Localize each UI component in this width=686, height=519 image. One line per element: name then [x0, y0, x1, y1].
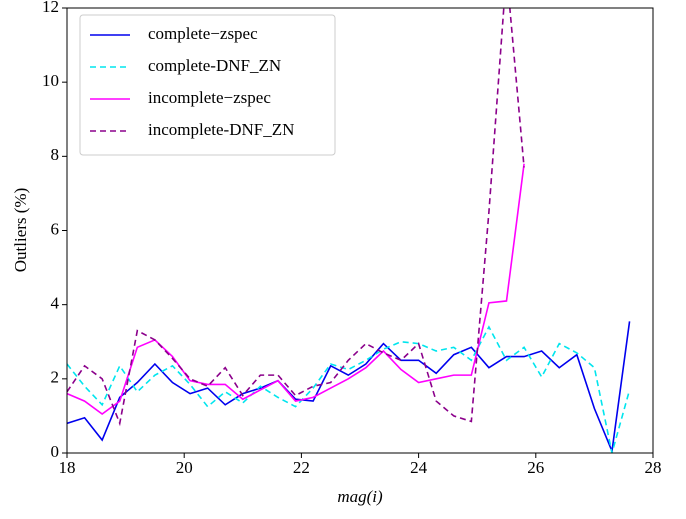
y-tick-label: 0	[51, 442, 60, 461]
x-tick-label: 20	[176, 458, 193, 477]
x-tick-label: 24	[410, 458, 428, 477]
x-tick-label: 26	[527, 458, 544, 477]
y-tick-label: 12	[42, 0, 59, 16]
series-line	[67, 163, 525, 416]
y-tick-label: 6	[51, 219, 60, 238]
y-tick-label: 10	[42, 71, 59, 90]
y-tick-label: 2	[51, 368, 60, 387]
series-line	[67, 321, 631, 453]
x-tick-label: 28	[645, 458, 662, 477]
series-line	[67, 8, 525, 427]
x-tick-label: 22	[293, 458, 310, 477]
legend-label: incomplete−zspec	[148, 88, 271, 107]
series-line	[67, 325, 631, 453]
y-tick-label: 4	[51, 294, 60, 313]
y-axis-label: Outliers (%)	[11, 188, 30, 273]
legend-box	[79, 14, 336, 156]
legend-label: incomplete-DNF_ZN	[148, 120, 294, 139]
y-tick-label: 8	[51, 145, 60, 164]
x-tick-label: 18	[59, 458, 76, 477]
legend-label: complete-DNF_ZN	[148, 56, 281, 75]
legend-label: complete−zspec	[148, 24, 258, 43]
plot-area	[67, 8, 631, 453]
x-axis-label: mag(i)	[337, 487, 383, 506]
